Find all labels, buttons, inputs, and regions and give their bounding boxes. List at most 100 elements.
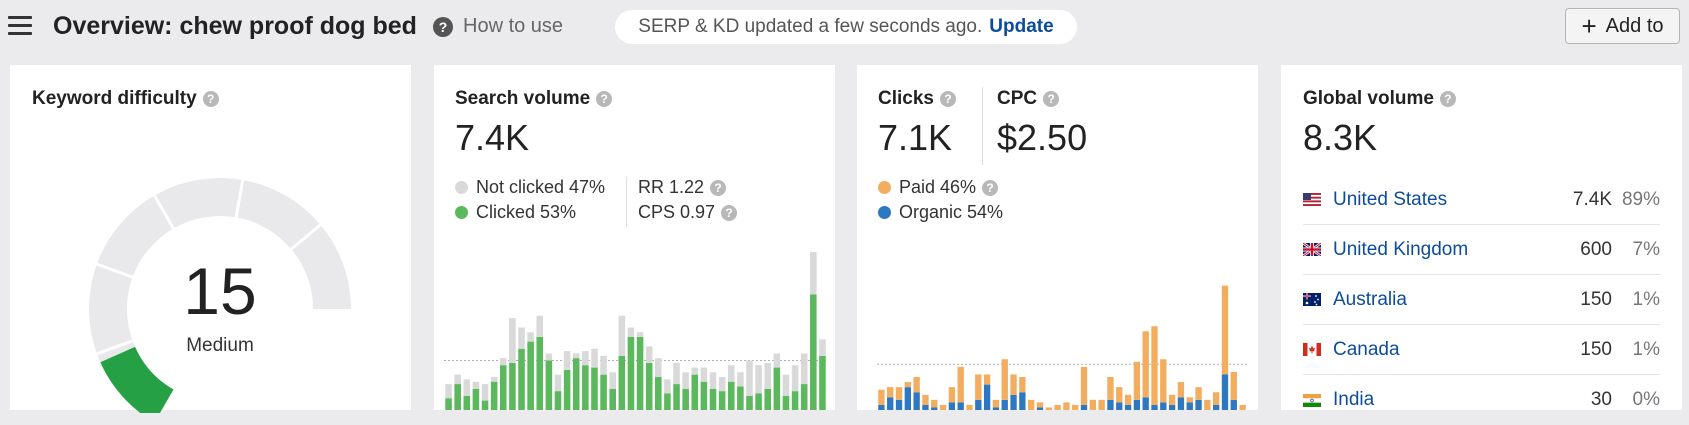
bar-paid[interactable] bbox=[1063, 402, 1070, 410]
bar-not-clicked[interactable] bbox=[600, 355, 607, 375]
bar-paid[interactable] bbox=[1177, 382, 1185, 398]
help-icon[interactable]: ? bbox=[1043, 90, 1060, 107]
bar-clicked[interactable] bbox=[509, 362, 516, 410]
bar-clicked[interactable] bbox=[645, 362, 653, 410]
bar-clicked[interactable] bbox=[782, 395, 790, 410]
bar-clicked[interactable] bbox=[545, 360, 553, 411]
bar-not-clicked[interactable] bbox=[518, 327, 525, 349]
bar-paid[interactable] bbox=[1151, 326, 1158, 405]
bar-clicked[interactable] bbox=[800, 384, 808, 410]
bar-paid[interactable] bbox=[1160, 359, 1167, 403]
bar-clicked[interactable] bbox=[536, 336, 544, 410]
bar-not-clicked[interactable] bbox=[718, 377, 726, 392]
bar-organic[interactable] bbox=[887, 397, 894, 410]
bar-paid[interactable] bbox=[1204, 399, 1211, 410]
bar-organic[interactable] bbox=[1142, 397, 1149, 410]
bar-not-clicked[interactable] bbox=[582, 351, 589, 366]
bar-not-clicked[interactable] bbox=[490, 377, 498, 382]
bar-organic[interactable] bbox=[1080, 404, 1088, 410]
bar-organic[interactable] bbox=[1133, 399, 1141, 410]
bar-paid[interactable] bbox=[1036, 402, 1044, 408]
bar-not-clicked[interactable] bbox=[618, 315, 626, 356]
bar-organic[interactable] bbox=[983, 384, 991, 410]
bar-organic[interactable] bbox=[957, 402, 964, 410]
bar-clicked[interactable] bbox=[746, 395, 753, 410]
bar-not-clicked[interactable] bbox=[773, 353, 781, 368]
bar-not-clicked[interactable] bbox=[819, 339, 826, 356]
country-row[interactable]: Australia 150 1% bbox=[1303, 275, 1660, 325]
bar-paid[interactable] bbox=[1019, 377, 1026, 393]
bar-not-clicked[interactable] bbox=[472, 381, 480, 389]
bar-organic[interactable] bbox=[1116, 402, 1123, 410]
bar-organic[interactable] bbox=[895, 399, 903, 410]
bar-paid[interactable] bbox=[1054, 404, 1061, 410]
bar-not-clicked[interactable] bbox=[755, 365, 762, 394]
bar-organic[interactable] bbox=[1177, 397, 1185, 410]
help-icon[interactable]: ? bbox=[202, 90, 219, 107]
bar-organic[interactable] bbox=[1168, 404, 1176, 410]
help-icon[interactable]: ? bbox=[1439, 90, 1456, 107]
bar-organic[interactable] bbox=[992, 407, 1000, 410]
help-icon[interactable]: ? bbox=[939, 90, 956, 107]
bar-not-clicked[interactable] bbox=[445, 384, 452, 399]
bar-not-clicked[interactable] bbox=[655, 358, 662, 377]
bar-paid[interactable] bbox=[1098, 399, 1105, 410]
bar-clicked[interactable] bbox=[791, 391, 799, 410]
bar-not-clicked[interactable] bbox=[691, 367, 699, 375]
bar-not-clicked[interactable] bbox=[499, 358, 507, 366]
bar-clicked[interactable] bbox=[591, 367, 598, 410]
bar-organic[interactable] bbox=[1230, 399, 1237, 410]
bar-not-clicked[interactable] bbox=[791, 365, 799, 392]
country-row[interactable]: United Kingdom 600 7% bbox=[1303, 225, 1660, 275]
bar-not-clicked[interactable] bbox=[645, 346, 653, 363]
bar-not-clicked[interactable] bbox=[682, 372, 689, 389]
bar-clicked[interactable] bbox=[618, 355, 626, 410]
bar-clicked[interactable] bbox=[727, 381, 735, 410]
bar-clicked[interactable] bbox=[463, 395, 471, 410]
bar-paid[interactable] bbox=[895, 387, 903, 400]
bar-clicked[interactable] bbox=[810, 294, 817, 411]
bar-clicked[interactable] bbox=[764, 388, 772, 410]
bar-clicked[interactable] bbox=[755, 393, 762, 411]
bar-clicked[interactable] bbox=[490, 381, 498, 410]
bar-paid[interactable] bbox=[1116, 387, 1123, 403]
bar-paid[interactable] bbox=[975, 374, 982, 400]
help-icon[interactable]: ? bbox=[710, 179, 727, 196]
bar-clicked[interactable] bbox=[472, 388, 480, 410]
bar-clicked[interactable] bbox=[554, 391, 562, 410]
country-name[interactable]: Australia bbox=[1333, 288, 1407, 310]
bar-clicked[interactable] bbox=[627, 336, 635, 410]
bar-paid[interactable] bbox=[887, 387, 894, 398]
how-to-use-link[interactable]: ? How to use bbox=[433, 15, 563, 38]
bar-not-clicked[interactable] bbox=[536, 315, 544, 337]
bar-clicked[interactable] bbox=[819, 355, 826, 410]
bar-clicked[interactable] bbox=[700, 381, 708, 410]
help-icon[interactable]: ? bbox=[596, 90, 613, 107]
bar-paid[interactable] bbox=[1010, 374, 1017, 395]
bar-not-clicked[interactable] bbox=[764, 362, 772, 389]
bar-clicked[interactable] bbox=[563, 369, 571, 410]
bar-clicked[interactable] bbox=[682, 388, 689, 410]
country-name[interactable]: India bbox=[1333, 389, 1375, 410]
bar-organic[interactable] bbox=[904, 387, 911, 410]
bar-paid[interactable] bbox=[1001, 359, 1008, 400]
bar-clicked[interactable] bbox=[673, 384, 680, 410]
bar-clicked[interactable] bbox=[718, 391, 726, 410]
bar-paid[interactable] bbox=[913, 377, 920, 393]
country-row[interactable]: India 30 0% bbox=[1303, 375, 1660, 425]
bar-paid[interactable] bbox=[992, 399, 1000, 408]
bar-paid[interactable] bbox=[957, 366, 964, 403]
bar-clicked[interactable] bbox=[582, 365, 589, 410]
bar-organic[interactable] bbox=[1151, 404, 1158, 410]
bar-not-clicked[interactable] bbox=[545, 353, 553, 361]
bar-clicked[interactable] bbox=[636, 336, 644, 410]
bar-not-clicked[interactable] bbox=[463, 379, 471, 396]
bar-not-clicked[interactable] bbox=[746, 360, 753, 396]
bar-clicked[interactable] bbox=[609, 388, 616, 410]
bar-not-clicked[interactable] bbox=[591, 348, 598, 368]
bar-not-clicked[interactable] bbox=[800, 353, 808, 385]
country-name[interactable]: United Kingdom bbox=[1333, 238, 1469, 260]
bar-organic[interactable] bbox=[1036, 407, 1044, 410]
bar-paid[interactable] bbox=[1072, 404, 1079, 410]
bar-clicked[interactable] bbox=[664, 393, 671, 411]
